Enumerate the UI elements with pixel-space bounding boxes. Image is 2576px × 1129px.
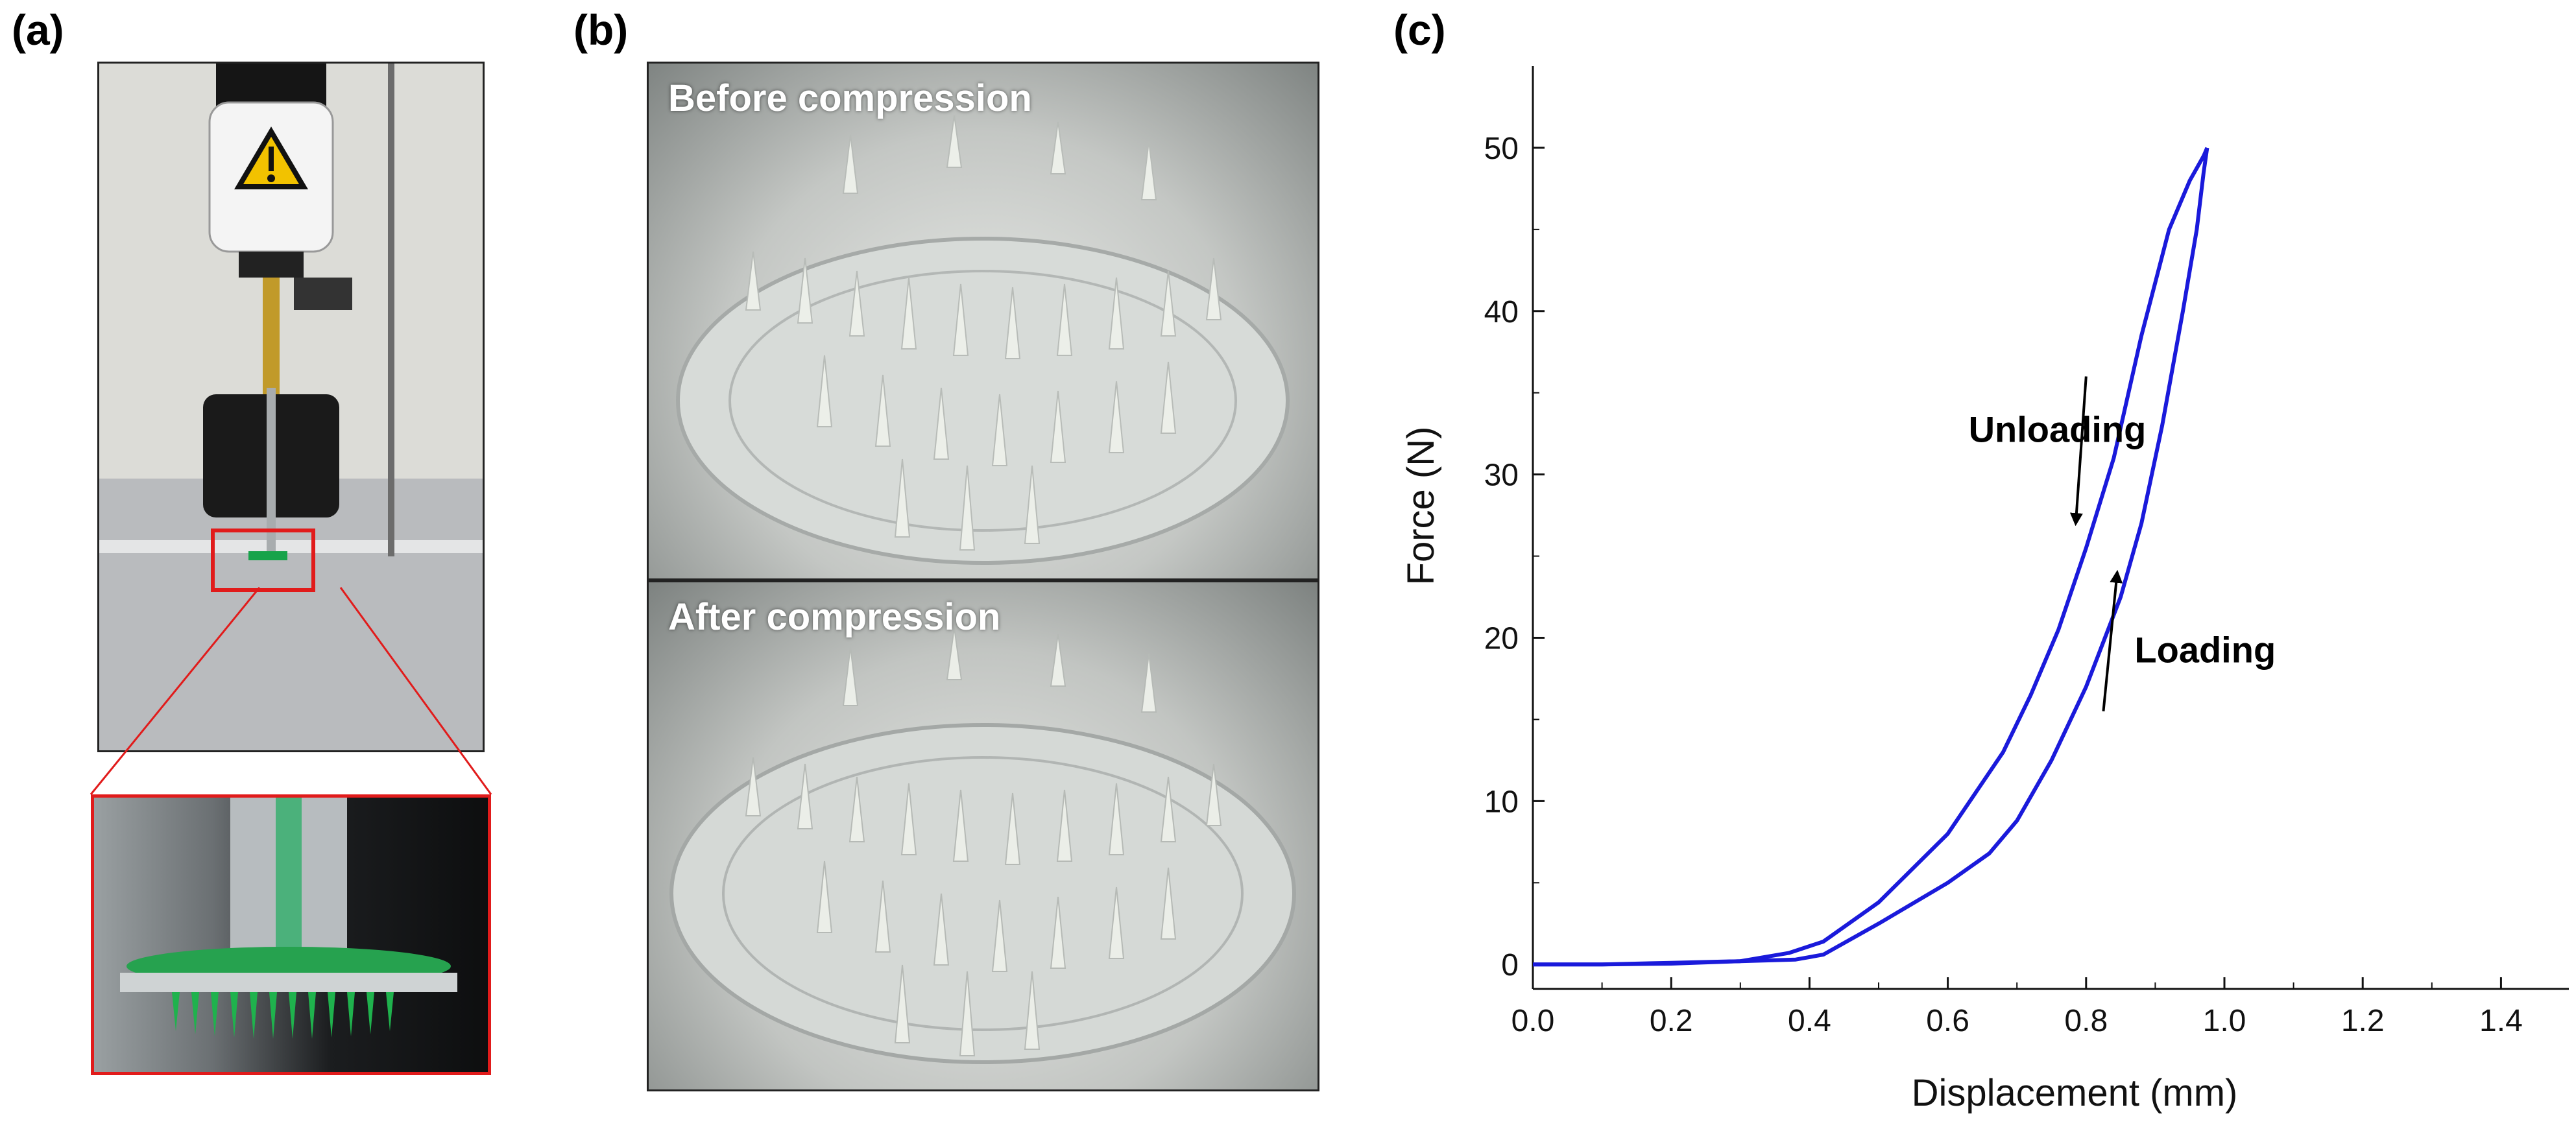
zoom-illustration: [120, 798, 457, 1039]
y-tick-label: 30: [1484, 458, 1519, 493]
x-tick-label: 0.8: [2064, 1004, 2108, 1038]
needle-array-after: [669, 627, 1296, 1064]
compression-machine-photo: [97, 62, 485, 752]
needle-array-before: [676, 115, 1290, 565]
annotation-arrow-loading: [2102, 569, 2123, 712]
x-axis-title: Displacement (mm): [1912, 1072, 2238, 1114]
annotation-arrow-unloading: [2069, 376, 2088, 527]
y-tick-label: 40: [1484, 295, 1519, 329]
annotation-unloading: Unloading: [1969, 409, 2147, 449]
y-tick-label: 0: [1501, 948, 1519, 982]
after-compression-photo: After compression: [647, 580, 1319, 1091]
x-tick-label: 1.4: [2479, 1004, 2523, 1038]
before-compression-photo: Before compression: [647, 62, 1319, 580]
x-tick-label: 0.2: [1650, 1004, 1693, 1038]
before-compression-caption: Before compression: [668, 77, 1032, 119]
x-tick-label: 1.0: [2203, 1004, 2246, 1038]
y-tick-label: 50: [1484, 132, 1519, 166]
panel-label-b: (b): [573, 6, 629, 54]
machine-illustration: [99, 64, 483, 750]
zoom-region-box: [211, 529, 315, 592]
after-compression-caption: After compression: [668, 596, 1001, 638]
x-tick-label: 1.2: [2341, 1004, 2385, 1038]
x-tick-label: 0.0: [1511, 1004, 1555, 1038]
panel-label-a: (a): [12, 6, 64, 54]
series-line-unloading: [1533, 147, 2209, 967]
y-axis-title: Force (N): [1400, 427, 1442, 586]
force-displacement-chart: 0.0 0.2 0.4 0.6 0.8 1.0 1.2 1.4 0 10 20 30 40 50 Unloa…: [1400, 66, 2569, 1114]
x-tick-label: 0.4: [1788, 1004, 1831, 1038]
y-tick-label: 10: [1484, 785, 1519, 819]
x-tick-label: 0.6: [1926, 1004, 1969, 1038]
y-tick-label: 20: [1484, 622, 1519, 656]
series-line-loading: [1533, 147, 2209, 967]
microneedle-zoom-photo: [91, 794, 491, 1075]
panel-label-c: (c): [1393, 6, 1446, 54]
annotation-loading: Loading: [2134, 629, 2276, 670]
